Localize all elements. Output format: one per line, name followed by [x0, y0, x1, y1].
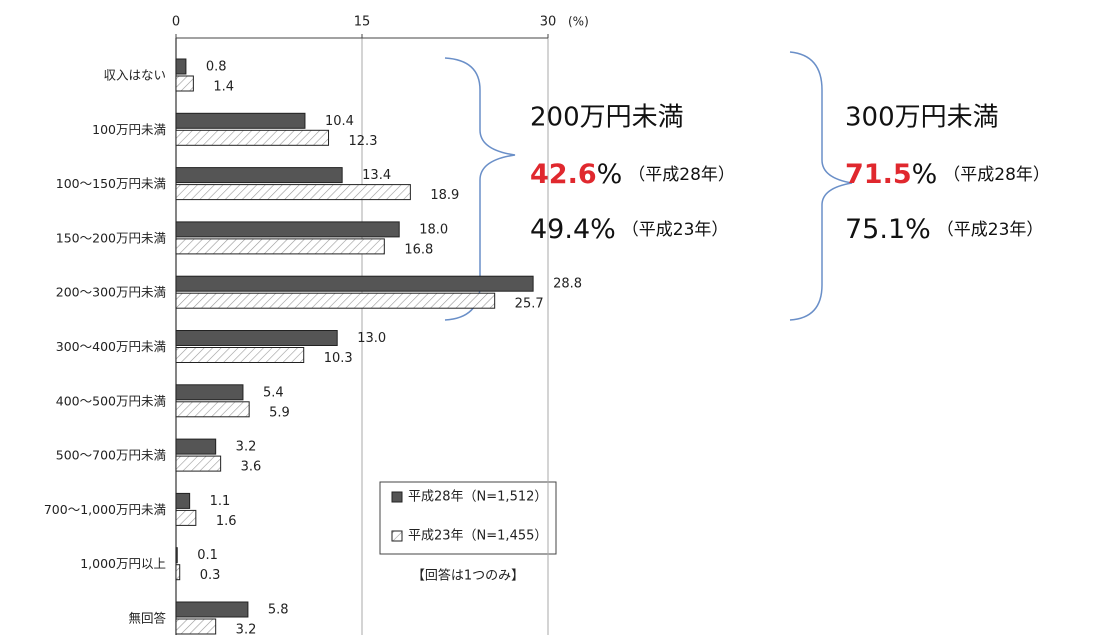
bar [175, 618, 217, 635]
legend-label: 平成23年（N=1,455） [408, 529, 547, 544]
bar [175, 601, 249, 618]
data-label: 13.4 [362, 168, 391, 183]
bar [175, 275, 534, 292]
annotation-row: 75.1% （平成23年） [845, 214, 1043, 245]
annotation-title: 200万円未満 [530, 103, 684, 133]
legend-box [379, 481, 557, 555]
bar [175, 384, 244, 401]
annotation-note: （平成23年） [622, 220, 729, 240]
data-label: 0.8 [206, 60, 227, 75]
bar [175, 292, 496, 309]
bar [175, 58, 187, 75]
y-tick-label: 200～300万円未満 [56, 285, 166, 300]
y-tick-label: 100万円未満 [92, 122, 166, 137]
data-label: 10.3 [324, 351, 353, 366]
y-tick-label: 1,000万円以上 [80, 556, 166, 571]
data-label: 0.3 [200, 568, 221, 583]
bar [175, 455, 222, 472]
bar [175, 75, 194, 92]
bar [175, 167, 343, 184]
bar [175, 330, 338, 346]
y-tick-label: 収入はない [103, 68, 166, 83]
y-tick-label: 300～400万円未満 [56, 339, 166, 354]
bar [175, 184, 411, 201]
bar [175, 401, 250, 418]
data-label: 3.6 [241, 460, 262, 475]
annotation-unit: % [597, 159, 623, 190]
annotation-note: （平成28年） [943, 165, 1050, 185]
x-tick-label: 15 [354, 15, 371, 30]
data-label: 1.4 [213, 80, 234, 95]
bar [175, 112, 306, 129]
bar [175, 438, 217, 455]
x-tick-label: 30 [540, 15, 557, 30]
annotation-row: 71.5% （平成28年） [845, 159, 1050, 190]
legend-swatch [391, 530, 403, 542]
data-label: 0.1 [197, 548, 218, 563]
annotation-value: 71.5 [845, 159, 912, 190]
data-label: 3.2 [236, 623, 257, 635]
note: 【回答は1つのみ】 [412, 568, 524, 584]
annotation-unit: % [590, 214, 616, 245]
annotation-value: 49.4 [530, 214, 590, 245]
x-axis-unit: (%) [568, 15, 589, 29]
brace [789, 51, 853, 321]
annotation-value: 75.1 [845, 214, 905, 245]
data-label: 28.8 [553, 277, 582, 292]
legend-swatch [391, 491, 403, 503]
bar [175, 564, 181, 581]
annotation-unit: % [905, 214, 931, 245]
y-tick-label: 500～700万円未満 [56, 448, 166, 463]
data-label: 1.1 [210, 494, 231, 509]
bar [175, 347, 305, 363]
y-tick-label: 150～200万円未満 [56, 230, 166, 245]
data-label: 10.4 [325, 114, 354, 129]
data-label: 3.2 [236, 440, 257, 455]
bar [175, 492, 191, 509]
bar [175, 509, 197, 526]
data-label: 5.4 [263, 385, 284, 400]
data-label: 16.8 [404, 242, 433, 257]
annotation-value: 42.6 [530, 159, 597, 190]
data-label: 18.0 [419, 222, 448, 237]
data-label: 12.3 [349, 134, 378, 149]
data-label: 5.8 [268, 603, 289, 618]
bar [175, 547, 178, 564]
data-label: 13.0 [357, 331, 386, 346]
bar [175, 129, 330, 146]
legend-label: 平成28年（N=1,512） [408, 490, 547, 505]
x-tick-label: 0 [172, 15, 180, 30]
data-label: 1.6 [216, 514, 237, 529]
annotation-title: 300万円未満 [845, 103, 999, 133]
y-tick-label: 700～1,000万円未満 [44, 502, 166, 517]
y-tick-label: 無回答 [128, 611, 166, 626]
y-tick-label: 100～150万円未満 [56, 176, 166, 191]
bar [175, 238, 385, 255]
y-tick-label: 400～500万円未満 [56, 393, 166, 408]
annotation-unit: % [912, 159, 938, 190]
data-label: 25.7 [515, 297, 544, 312]
annotation-row: 42.6% （平成28年） [530, 159, 735, 190]
annotation-note: （平成23年） [937, 220, 1044, 240]
annotation-note: （平成28年） [628, 165, 735, 185]
data-label: 18.9 [430, 188, 459, 203]
annotation-row: 49.4% （平成23年） [530, 214, 728, 245]
data-label: 5.9 [269, 405, 290, 420]
bar [175, 221, 400, 238]
